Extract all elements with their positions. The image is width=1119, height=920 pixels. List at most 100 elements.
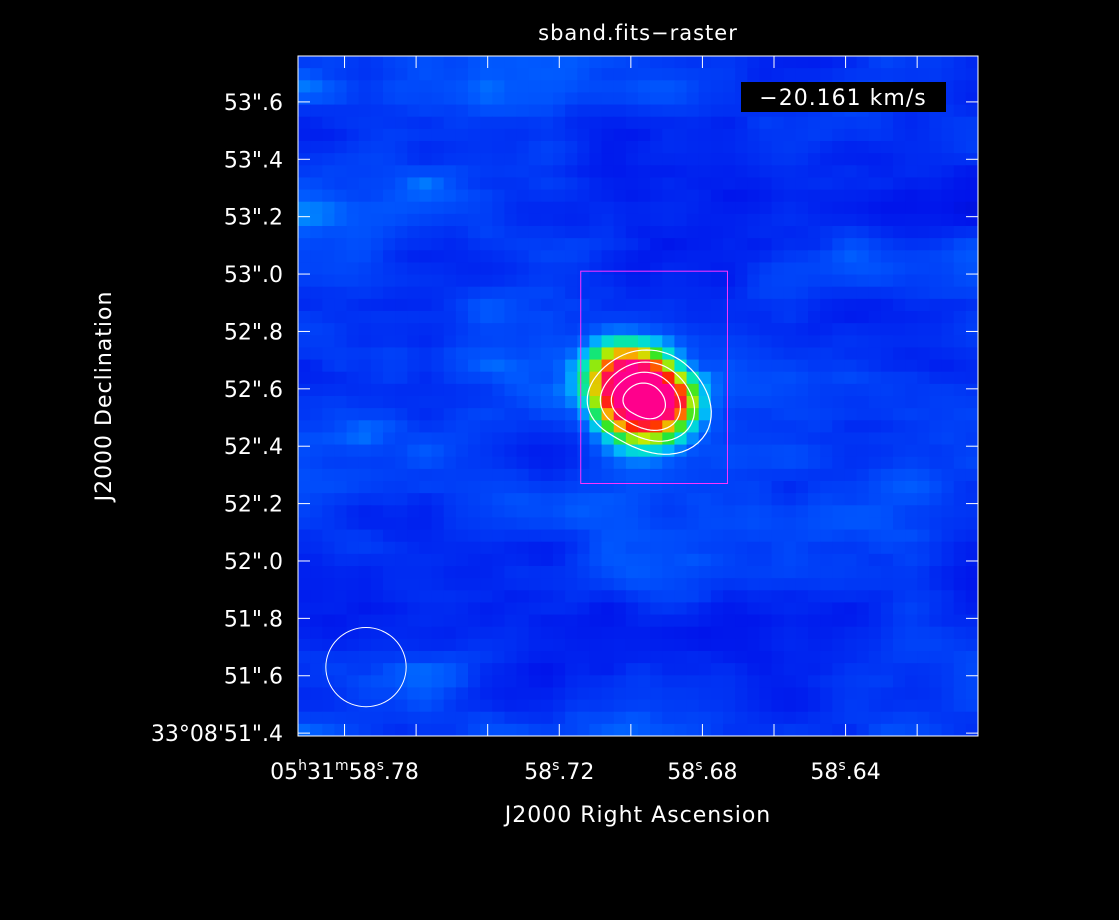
raster-pixel: [747, 323, 761, 336]
x-tick-label: 58s.68: [667, 758, 737, 785]
raster-pixel: [540, 663, 554, 676]
raster-pixel: [698, 456, 712, 470]
raster-pixel: [735, 68, 748, 81]
raster-pixel: [540, 92, 554, 106]
raster-pixel: [625, 553, 639, 567]
raster-pixel: [589, 456, 603, 470]
raster-pixel: [941, 481, 955, 494]
raster-pixel: [468, 213, 481, 227]
raster-pixel: [589, 493, 603, 506]
raster-pixel: [698, 408, 712, 421]
raster-pixel: [893, 56, 906, 69]
raster-pixel: [844, 444, 858, 458]
raster-pixel: [844, 274, 858, 288]
raster-pixel: [322, 505, 336, 519]
raster-pixel: [480, 553, 493, 567]
raster-pixel: [880, 456, 894, 470]
raster-pixel: [893, 444, 906, 458]
raster-pixel: [710, 626, 724, 640]
raster-pixel: [613, 687, 627, 701]
raster-pixel: [346, 651, 360, 664]
raster-pixel: [625, 493, 639, 506]
raster-pixel: [358, 68, 372, 81]
raster-pixel: [698, 238, 712, 251]
raster-pixel: [565, 141, 578, 154]
raster-pixel: [310, 286, 323, 300]
raster-pixel: [407, 141, 421, 154]
raster-pixel: [710, 553, 724, 567]
raster-pixel: [832, 638, 846, 652]
raster-pixel: [917, 201, 931, 215]
raster-pixel: [820, 165, 833, 179]
raster-pixel: [965, 396, 978, 409]
region-box[interactable]: [580, 270, 728, 485]
raster-pixel: [383, 687, 396, 701]
raster-pixel: [929, 56, 943, 69]
raster-pixel: [492, 201, 506, 215]
raster-pixel: [370, 189, 384, 203]
raster-pixel: [662, 153, 676, 166]
raster-pixel: [468, 638, 481, 652]
raster-pixel: [917, 359, 931, 373]
raster-pixel: [650, 505, 663, 519]
raster-pixel: [844, 541, 858, 555]
raster-pixel: [759, 444, 773, 458]
raster-pixel: [443, 68, 457, 81]
raster-pixel: [310, 92, 323, 106]
raster-pixel: [868, 165, 882, 179]
raster-pixel: [638, 699, 651, 713]
raster-pixel: [783, 723, 797, 736]
raster-pixel: [540, 371, 554, 385]
raster-pixel: [844, 201, 858, 215]
raster-pixel: [856, 408, 870, 421]
raster-pixel: [577, 711, 591, 725]
raster-pixel: [431, 578, 445, 591]
raster-pixel: [553, 529, 566, 543]
x-axis-label: J2000 Right Ascension: [503, 803, 771, 828]
raster-pixel: [710, 675, 724, 689]
raster-pixel: [383, 250, 396, 264]
raster-pixel: [820, 238, 833, 251]
raster-pixel: [528, 553, 542, 567]
raster-pixel: [662, 274, 676, 288]
raster-pixel: [893, 541, 906, 555]
raster-image[interactable]: [298, 56, 979, 737]
raster-pixel: [565, 493, 578, 506]
raster-pixel: [759, 226, 773, 239]
raster-pixel: [419, 723, 433, 736]
raster-pixel: [625, 274, 639, 288]
raster-pixel: [686, 323, 700, 336]
raster-pixel: [480, 286, 493, 300]
raster-pixel: [407, 505, 421, 519]
raster-pixel: [528, 638, 542, 652]
raster-pixel: [577, 286, 591, 300]
raster-pixel: [674, 347, 688, 361]
raster-pixel: [370, 311, 384, 324]
raster-pixel: [431, 323, 445, 336]
raster-pixel: [844, 371, 858, 385]
raster-pixel: [455, 553, 469, 567]
raster-pixel: [358, 687, 372, 701]
raster-pixel: [528, 153, 542, 166]
raster-pixel: [322, 262, 336, 276]
raster-pixel: [419, 517, 433, 531]
raster-pixel: [577, 323, 591, 336]
raster-pixel: [880, 371, 894, 385]
raster-pixel: [565, 638, 578, 652]
raster-pixel: [747, 274, 761, 288]
raster-pixel: [965, 444, 978, 458]
raster-pixel: [577, 177, 591, 191]
raster-pixel: [832, 723, 846, 736]
raster-pixel: [346, 638, 360, 652]
raster-pixel: [370, 128, 384, 142]
raster-pixel: [905, 432, 918, 446]
raster-pixel: [553, 359, 566, 373]
raster-pixel: [358, 651, 372, 664]
raster-pixel: [334, 274, 348, 288]
raster-pixel: [674, 226, 688, 239]
raster-pixel: [771, 529, 785, 543]
raster-pixel: [468, 723, 481, 736]
raster-pixel: [516, 250, 530, 264]
raster-pixel: [880, 274, 894, 288]
